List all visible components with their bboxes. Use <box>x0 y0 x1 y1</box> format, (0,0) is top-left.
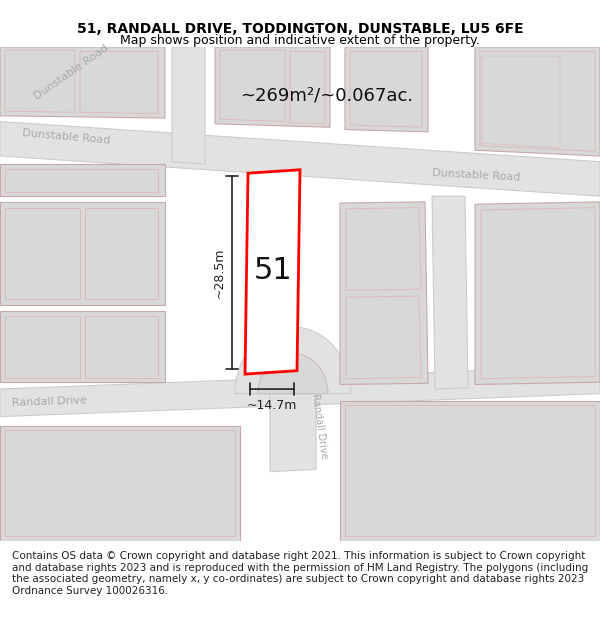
Polygon shape <box>345 405 595 536</box>
Polygon shape <box>340 401 600 541</box>
Polygon shape <box>85 208 158 299</box>
Polygon shape <box>5 51 75 112</box>
Polygon shape <box>5 208 80 299</box>
Polygon shape <box>0 47 165 118</box>
Wedge shape <box>258 354 328 394</box>
Polygon shape <box>482 56 560 148</box>
Polygon shape <box>346 208 421 290</box>
Polygon shape <box>5 316 80 378</box>
Text: 51, RANDALL DRIVE, TODDINGTON, DUNSTABLE, LU5 6FE: 51, RANDALL DRIVE, TODDINGTON, DUNSTABLE… <box>77 22 523 36</box>
Polygon shape <box>432 196 468 389</box>
Polygon shape <box>85 316 158 378</box>
Polygon shape <box>0 426 240 541</box>
Polygon shape <box>290 51 325 124</box>
Polygon shape <box>340 202 428 384</box>
Polygon shape <box>345 47 428 132</box>
Polygon shape <box>475 202 600 384</box>
Polygon shape <box>5 169 158 191</box>
Wedge shape <box>235 327 351 394</box>
Polygon shape <box>481 208 595 379</box>
Polygon shape <box>0 202 165 305</box>
Polygon shape <box>5 431 235 536</box>
Text: Dunstable Road: Dunstable Road <box>32 42 110 101</box>
Text: 51: 51 <box>254 256 292 285</box>
Text: Randall Drive: Randall Drive <box>12 396 88 408</box>
Polygon shape <box>215 47 330 128</box>
Text: ~28.5m: ~28.5m <box>212 248 226 298</box>
Polygon shape <box>346 296 421 379</box>
Text: Dunstable Road: Dunstable Road <box>22 127 111 145</box>
Polygon shape <box>80 51 158 114</box>
Polygon shape <box>172 47 205 164</box>
Text: ~269m²/~0.067ac.: ~269m²/~0.067ac. <box>240 86 413 104</box>
Text: Randall Drive: Randall Drive <box>310 392 329 459</box>
Polygon shape <box>245 170 300 374</box>
Text: Dunstable Road: Dunstable Road <box>432 168 521 182</box>
Text: ~14.7m: ~14.7m <box>247 399 297 412</box>
Polygon shape <box>0 311 165 382</box>
Polygon shape <box>270 391 316 472</box>
Text: Contains OS data © Crown copyright and database right 2021. This information is : Contains OS data © Crown copyright and d… <box>12 551 588 596</box>
Polygon shape <box>0 121 600 196</box>
Polygon shape <box>350 51 422 127</box>
Polygon shape <box>475 47 600 156</box>
Text: Map shows position and indicative extent of the property.: Map shows position and indicative extent… <box>120 34 480 48</box>
Polygon shape <box>220 51 285 121</box>
Polygon shape <box>0 164 165 196</box>
Polygon shape <box>0 366 600 417</box>
Polygon shape <box>480 51 595 151</box>
